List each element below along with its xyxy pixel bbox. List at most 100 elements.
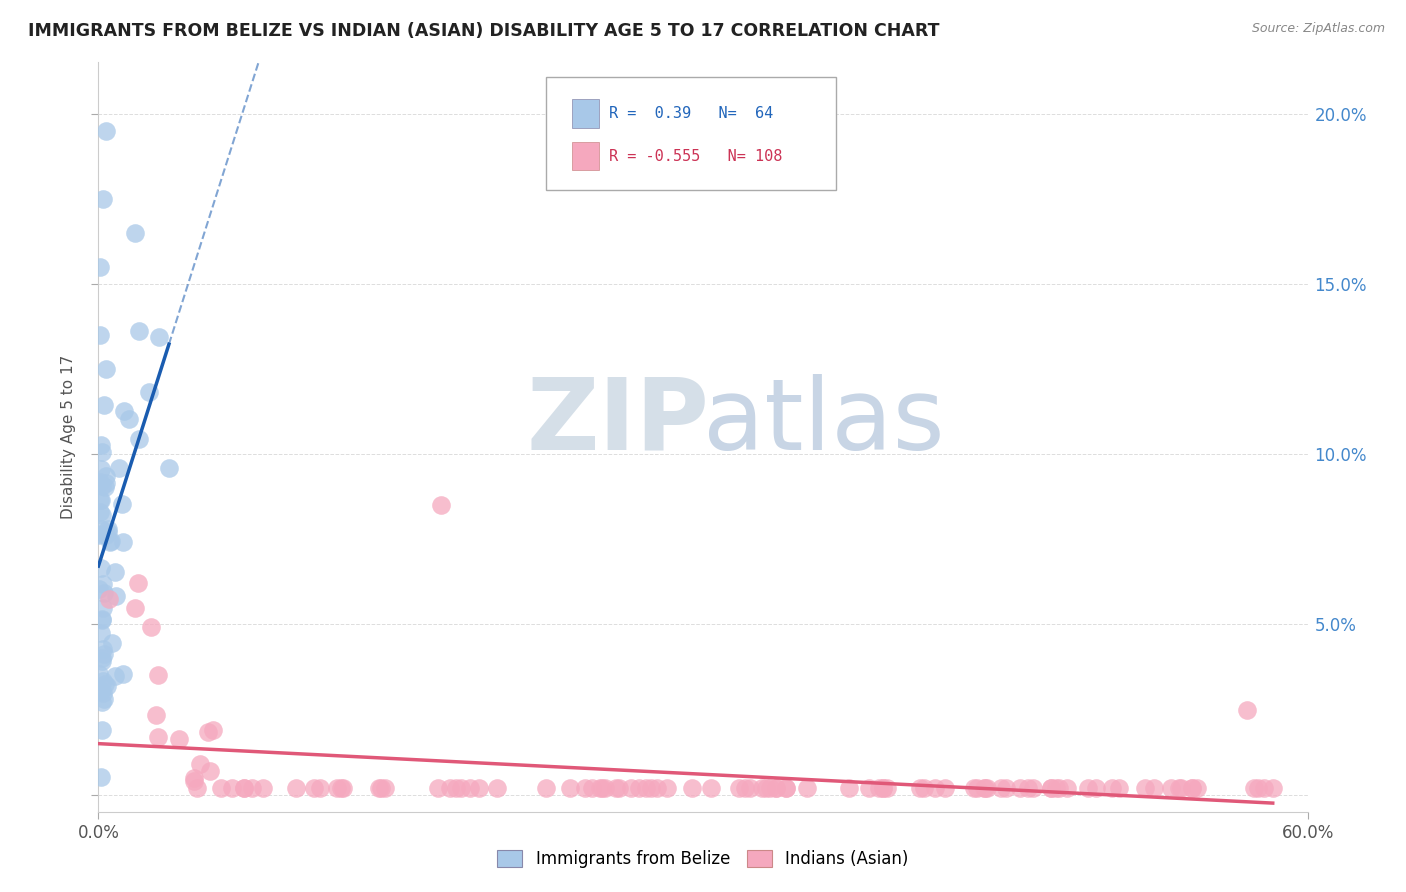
Bar — [572, 142, 599, 170]
Point — [111, 534, 134, 549]
Point — [96, 527, 118, 541]
Point — [124, 600, 146, 615]
Point — [94, 362, 117, 376]
Point — [91, 192, 114, 206]
Point — [332, 780, 354, 795]
Point — [90, 522, 112, 536]
Point — [157, 461, 180, 475]
Point — [93, 647, 115, 661]
Point — [755, 780, 778, 795]
Point — [302, 780, 325, 795]
Point — [607, 780, 630, 795]
Point — [738, 780, 761, 795]
Point — [221, 780, 243, 795]
Point — [912, 780, 935, 795]
Point — [728, 780, 751, 795]
Point — [240, 780, 263, 795]
Point — [209, 780, 232, 795]
Point — [96, 475, 118, 490]
Point — [458, 780, 481, 795]
Point — [98, 591, 121, 606]
Point — [90, 444, 112, 458]
Point — [330, 780, 353, 795]
Text: atlas: atlas — [703, 374, 945, 471]
Point — [111, 666, 134, 681]
Point — [467, 780, 489, 795]
Point — [962, 780, 984, 795]
Point — [89, 327, 111, 342]
Point — [90, 770, 112, 784]
Point — [990, 780, 1012, 795]
Point — [1108, 780, 1130, 795]
Text: R =  0.39   N=  64: R = 0.39 N= 64 — [609, 106, 773, 121]
Point — [201, 723, 224, 737]
Point — [876, 780, 898, 795]
Point — [994, 780, 1017, 795]
Point — [765, 780, 787, 795]
Point — [326, 780, 349, 795]
Point — [112, 404, 135, 418]
Point — [966, 780, 988, 795]
Point — [838, 780, 860, 795]
Point — [1077, 780, 1099, 795]
Point — [104, 589, 127, 603]
Point — [1261, 780, 1284, 795]
Point — [796, 780, 818, 795]
Point — [141, 620, 163, 634]
Legend: Immigrants from Belize, Indians (Asian): Immigrants from Belize, Indians (Asian) — [491, 843, 915, 875]
Point — [374, 780, 396, 795]
Point — [118, 412, 141, 426]
Point — [976, 780, 998, 795]
Point — [1243, 780, 1265, 795]
Point — [605, 780, 627, 795]
Point — [100, 533, 122, 548]
Point — [974, 780, 997, 795]
Point — [111, 497, 134, 511]
Point — [1187, 780, 1209, 795]
Point — [89, 625, 111, 640]
Point — [1168, 780, 1191, 795]
Point — [681, 780, 703, 795]
Point — [200, 764, 222, 778]
Point — [620, 780, 643, 795]
Y-axis label: Disability Age 5 to 17: Disability Age 5 to 17 — [60, 355, 76, 519]
Point — [90, 651, 112, 665]
Point — [89, 260, 111, 274]
Point — [89, 528, 111, 542]
Point — [91, 508, 114, 522]
Point — [233, 780, 256, 795]
Point — [90, 479, 112, 493]
Point — [450, 780, 472, 795]
Point — [91, 673, 114, 688]
Point — [775, 780, 797, 795]
Point — [97, 522, 120, 536]
Text: IMMIGRANTS FROM BELIZE VS INDIAN (ASIAN) DISABILITY AGE 5 TO 17 CORRELATION CHAR: IMMIGRANTS FROM BELIZE VS INDIAN (ASIAN)… — [28, 22, 939, 40]
Point — [93, 692, 115, 706]
Point — [146, 668, 169, 682]
Point — [232, 780, 254, 795]
Point — [89, 526, 111, 541]
Point — [93, 585, 115, 599]
Text: ZIP: ZIP — [527, 374, 710, 471]
Point — [908, 780, 931, 795]
Point — [148, 329, 170, 343]
Point — [124, 226, 146, 240]
Point — [309, 780, 332, 795]
Point — [1017, 780, 1039, 795]
Point — [94, 123, 117, 137]
Point — [98, 535, 121, 549]
Point — [1056, 780, 1078, 795]
Text: R = -0.555   N= 108: R = -0.555 N= 108 — [609, 149, 782, 163]
Point — [1253, 780, 1275, 795]
Point — [370, 780, 392, 795]
Point — [574, 780, 596, 795]
Point — [924, 780, 946, 795]
Point — [1170, 780, 1192, 795]
Bar — [572, 99, 599, 128]
Point — [90, 654, 112, 668]
Point — [1040, 780, 1063, 795]
Point — [1143, 780, 1166, 795]
Point — [872, 780, 894, 795]
Point — [367, 780, 389, 795]
Point — [640, 780, 662, 795]
